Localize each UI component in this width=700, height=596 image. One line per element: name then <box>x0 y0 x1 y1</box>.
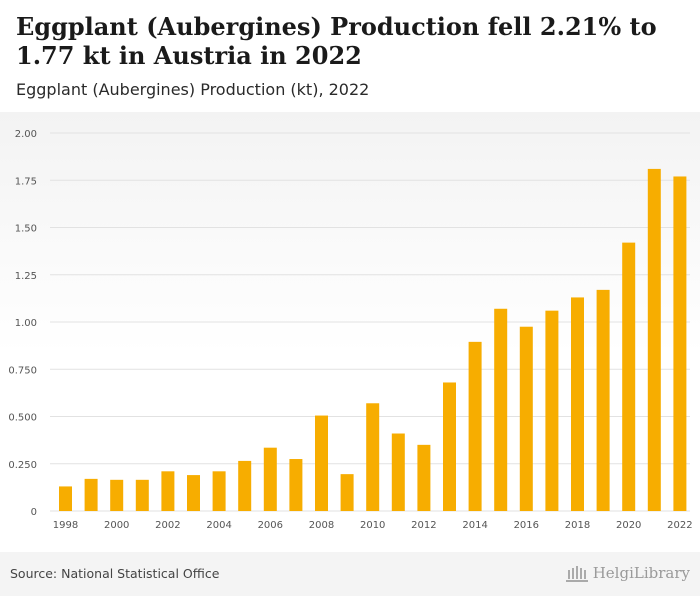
bar-2002 <box>161 471 175 511</box>
bar-2008 <box>315 415 328 511</box>
bar-2020 <box>622 242 636 511</box>
y-tick-label: 1.75 <box>15 176 37 187</box>
bar-2011 <box>391 433 405 511</box>
x-tick-label: 2004 <box>206 520 231 531</box>
bar-1998 <box>59 486 72 511</box>
logo-text: HelgiLibrary <box>592 564 690 582</box>
x-tick-label: 2008 <box>309 520 334 531</box>
bar-2012 <box>417 444 431 511</box>
x-tick-label: 2000 <box>104 520 129 531</box>
source-note: Source: National Statistical Office <box>10 566 220 581</box>
x-tick-label: 2022 <box>667 520 692 531</box>
bar-2009 <box>340 474 354 511</box>
bar-2021 <box>647 168 661 511</box>
y-tick-label: 1.50 <box>15 224 37 235</box>
y-tick-label: 0.750 <box>8 365 37 376</box>
x-tick-label: 2010 <box>360 520 385 531</box>
helgi-library-logo: HelgiLibrary <box>565 562 690 584</box>
y-tick-label: 1.25 <box>15 271 37 282</box>
footer: Source: National Statistical Office Helg… <box>0 552 700 596</box>
x-tick-label: 2014 <box>462 520 487 531</box>
x-tick-label: 2016 <box>514 520 539 531</box>
bar-2010 <box>366 403 380 511</box>
page-title: Eggplant (Aubergines) Production fell 2.… <box>16 12 657 70</box>
bar-2003 <box>187 475 200 511</box>
bar-2014 <box>468 341 482 511</box>
bar-2007 <box>289 459 303 511</box>
bar-1999 <box>84 478 98 511</box>
y-tick-label: 0 <box>31 507 37 518</box>
bar-2019 <box>596 289 610 511</box>
chart-subtitle: Eggplant (Aubergines) Production (kt), 2… <box>16 80 370 99</box>
bar-2000 <box>110 479 124 511</box>
y-tick-label: 1.00 <box>15 318 37 329</box>
y-tick-label: 2.00 <box>15 129 37 140</box>
x-tick-label: 2020 <box>616 520 641 531</box>
x-tick-label: 2006 <box>258 520 283 531</box>
bar-2022 <box>673 176 687 511</box>
bar-2004 <box>212 471 226 511</box>
bar-2017 <box>545 310 559 511</box>
x-tick-label: 2012 <box>411 520 436 531</box>
header: Eggplant (Aubergines) Production fell 2.… <box>0 0 700 112</box>
bar-chart: 0 0.250 0.500 0.750 1.00 1.25 1.50 1.75 2.00 1998… <box>8 129 692 531</box>
library-building-icon <box>565 566 588 582</box>
bar-2016 <box>519 326 533 511</box>
chart-area: 0 0.250 0.500 0.750 1.00 1.25 1.50 1.75 2.00 1998… <box>0 112 700 552</box>
y-tick-label: 0.250 <box>8 460 37 471</box>
bar-2006 <box>263 447 277 511</box>
bar-2001 <box>135 479 149 511</box>
y-tick-label: 0.500 <box>8 413 37 424</box>
bar-2013 <box>443 382 456 511</box>
bar-2005 <box>238 460 252 511</box>
x-tick-label: 2018 <box>565 520 590 531</box>
bar-2018 <box>571 297 584 511</box>
x-tick-label: 2002 <box>155 520 180 531</box>
x-tick-label: 1998 <box>53 520 78 531</box>
bar-2015 <box>494 308 508 511</box>
